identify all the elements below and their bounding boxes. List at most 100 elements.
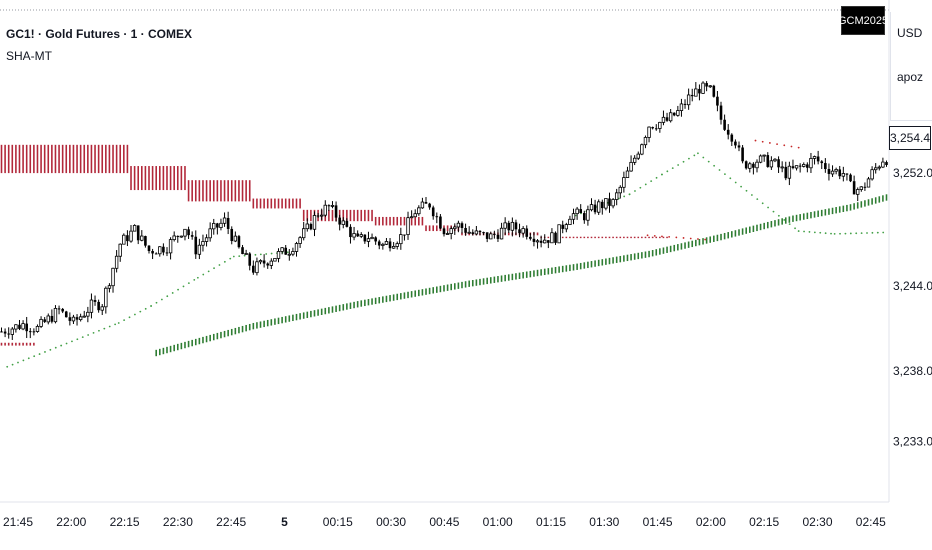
candle-body-up: [694, 88, 698, 97]
candle-body-down: [356, 233, 359, 237]
candle-body-up: [280, 247, 284, 252]
candle-body-down: [187, 229, 190, 236]
green-dot: [803, 230, 805, 233]
candle-body-up: [618, 186, 622, 194]
candle-body-up: [78, 316, 83, 321]
candle-body-down: [518, 229, 521, 234]
candle-body-up: [39, 318, 43, 327]
candle-body-down: [327, 205, 331, 207]
candle-body-up: [859, 186, 864, 190]
green-dot: [71, 340, 73, 343]
candle-body-down: [349, 226, 352, 238]
candle-body-down: [338, 217, 341, 225]
candle-body-up: [755, 161, 759, 169]
candle-body-up: [114, 255, 119, 269]
candle-body-down: [248, 253, 252, 266]
candle-body-down: [579, 209, 583, 214]
last-price-label: 3,254.4: [889, 126, 931, 150]
candle-body-up: [658, 121, 662, 129]
green-dot: [207, 270, 210, 273]
candle-body-up: [118, 243, 122, 257]
price-axis[interactable]: 3,233.0 3,238.0 3,244.0 3,252.0: [893, 166, 932, 449]
candle-body-down: [723, 119, 726, 130]
candle-body-down: [316, 215, 320, 217]
time-tick-label: 02:30: [802, 515, 832, 529]
candle-body-up: [830, 170, 835, 175]
candle-body-down: [43, 319, 46, 322]
green-dot: [38, 353, 41, 355]
candle-body-down: [471, 232, 475, 234]
candle-body-down: [734, 141, 737, 146]
green-dot: [232, 255, 235, 258]
candle-body-up: [301, 228, 306, 239]
green-dot: [734, 181, 737, 184]
candle-body-down: [600, 201, 604, 209]
candle-body-down: [766, 155, 770, 167]
candle-body-up: [406, 217, 410, 235]
candle-body-up: [643, 137, 648, 146]
candle-body-down: [230, 228, 234, 242]
candle-body-down: [852, 181, 856, 195]
candle-body-up: [323, 204, 327, 216]
red-dot: [689, 237, 692, 240]
currency-label[interactable]: USD: [897, 26, 923, 40]
time-tick-label: 01:00: [483, 515, 513, 529]
green-dot: [202, 273, 205, 276]
green-dot: [44, 351, 46, 353]
candle-body-up: [294, 243, 299, 252]
green-dot: [713, 164, 716, 167]
green-dot: [223, 260, 226, 263]
candle-body-down: [698, 88, 701, 94]
green-dot: [265, 253, 268, 255]
green-dot: [628, 193, 631, 196]
candle-body-down: [820, 161, 824, 164]
candle-body-down: [885, 162, 888, 165]
candle-body-up: [222, 217, 227, 224]
candle-body-up: [557, 224, 561, 244]
candle-body-up: [676, 110, 680, 116]
candle-body-down: [136, 225, 140, 241]
candle-body-down: [784, 166, 788, 179]
candle-body-up: [489, 233, 493, 240]
green-dot: [22, 359, 25, 362]
candle-body-down: [593, 204, 597, 213]
price-tick-label: 3,233.0: [893, 435, 932, 449]
green-dot: [876, 231, 879, 234]
green-dot: [182, 285, 185, 288]
green-dot: [60, 344, 63, 347]
candle-body-down: [651, 127, 654, 129]
candle-body-down: [165, 252, 169, 254]
candle-body-up: [179, 235, 184, 238]
green-dot: [882, 231, 885, 234]
candle-body-up: [866, 178, 871, 188]
candle-body-up: [550, 232, 554, 244]
side-label: apoz: [897, 70, 924, 84]
candle-body-up: [233, 235, 238, 242]
red-dot: [697, 238, 699, 240]
candle-body-down: [507, 222, 511, 231]
candle-body-up: [370, 236, 374, 240]
green-dot: [718, 169, 721, 171]
indicator-name[interactable]: SHA-MT: [6, 49, 52, 63]
candle-body-up: [809, 158, 813, 169]
symbol-title[interactable]: GC1! · Gold Futures · 1 · COMEX: [6, 27, 193, 41]
candle-body-up: [780, 166, 784, 169]
time-axis[interactable]: 21:45 22:00 22:15 22:30 22:45 5 00:15 00:30 00:4…: [3, 515, 886, 529]
green-dot: [644, 183, 647, 186]
green-dot: [871, 231, 874, 234]
green-dot: [824, 232, 827, 235]
green-dot: [87, 334, 90, 336]
green-dot: [650, 180, 653, 183]
green-dot: [830, 232, 832, 235]
candle-body-down: [824, 163, 827, 170]
red-dot: [682, 237, 685, 239]
candle-body-up: [197, 244, 202, 255]
candle-body-down: [403, 234, 406, 236]
candle-body-up: [212, 223, 216, 230]
candle-body-up: [244, 253, 248, 255]
candle-body-up: [499, 227, 504, 240]
candle-body-down: [388, 241, 392, 249]
green-dot: [134, 313, 136, 316]
candle-body-up: [708, 85, 712, 88]
